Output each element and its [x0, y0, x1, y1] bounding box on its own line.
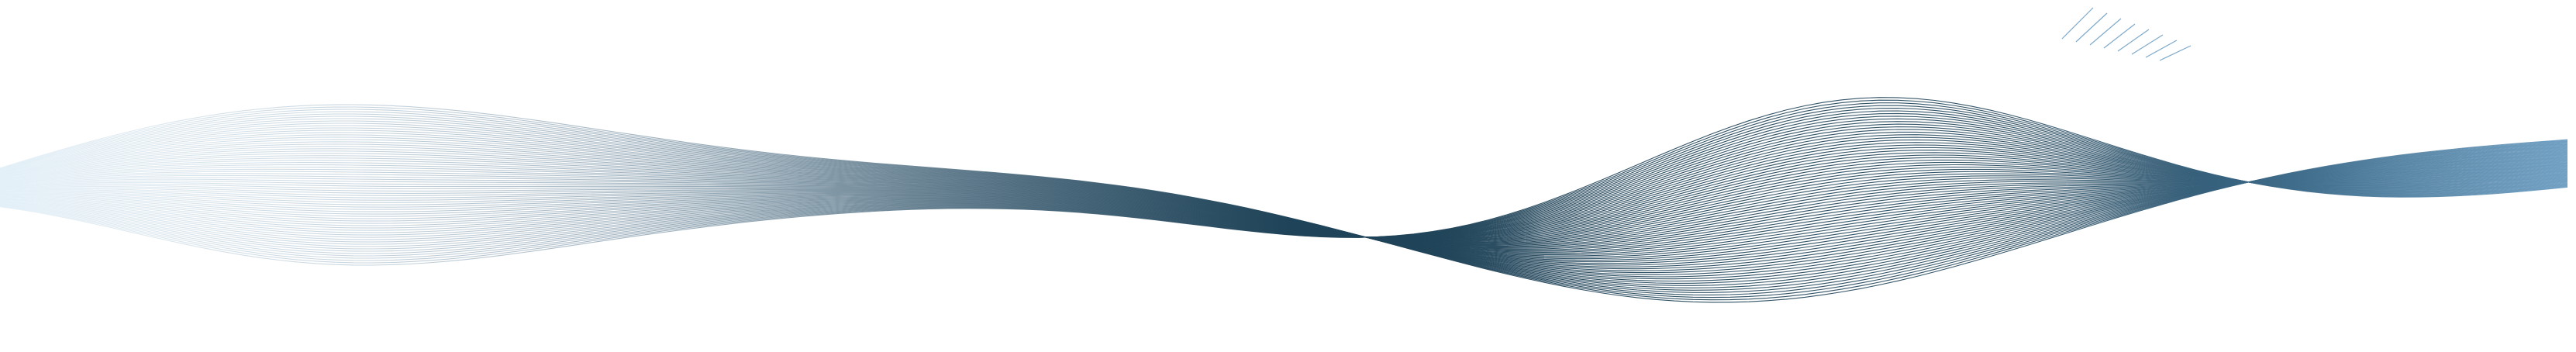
wave-strand: [0, 97, 2568, 266]
accent-strand: [2145, 40, 2178, 58]
accent-strand: [2159, 45, 2191, 61]
accent-strand: [2117, 29, 2150, 52]
wave-line-strands: [0, 97, 2568, 303]
accent-strand: [2075, 12, 2108, 43]
accent-strand: [2131, 34, 2164, 55]
wave-strand: [0, 111, 2568, 295]
wave-strand: [0, 134, 2568, 274]
accent-strand: [2089, 18, 2122, 46]
wave-strand: [0, 127, 2568, 280]
wave-strand: [0, 113, 2568, 293]
wave-strand: [0, 129, 2568, 278]
accent-strand: [2103, 23, 2136, 49]
wave-strand: [0, 104, 2568, 303]
wave-accent-strands: [2061, 7, 2191, 61]
wave-strand: [0, 120, 2568, 286]
accent-strand: [2061, 7, 2094, 40]
